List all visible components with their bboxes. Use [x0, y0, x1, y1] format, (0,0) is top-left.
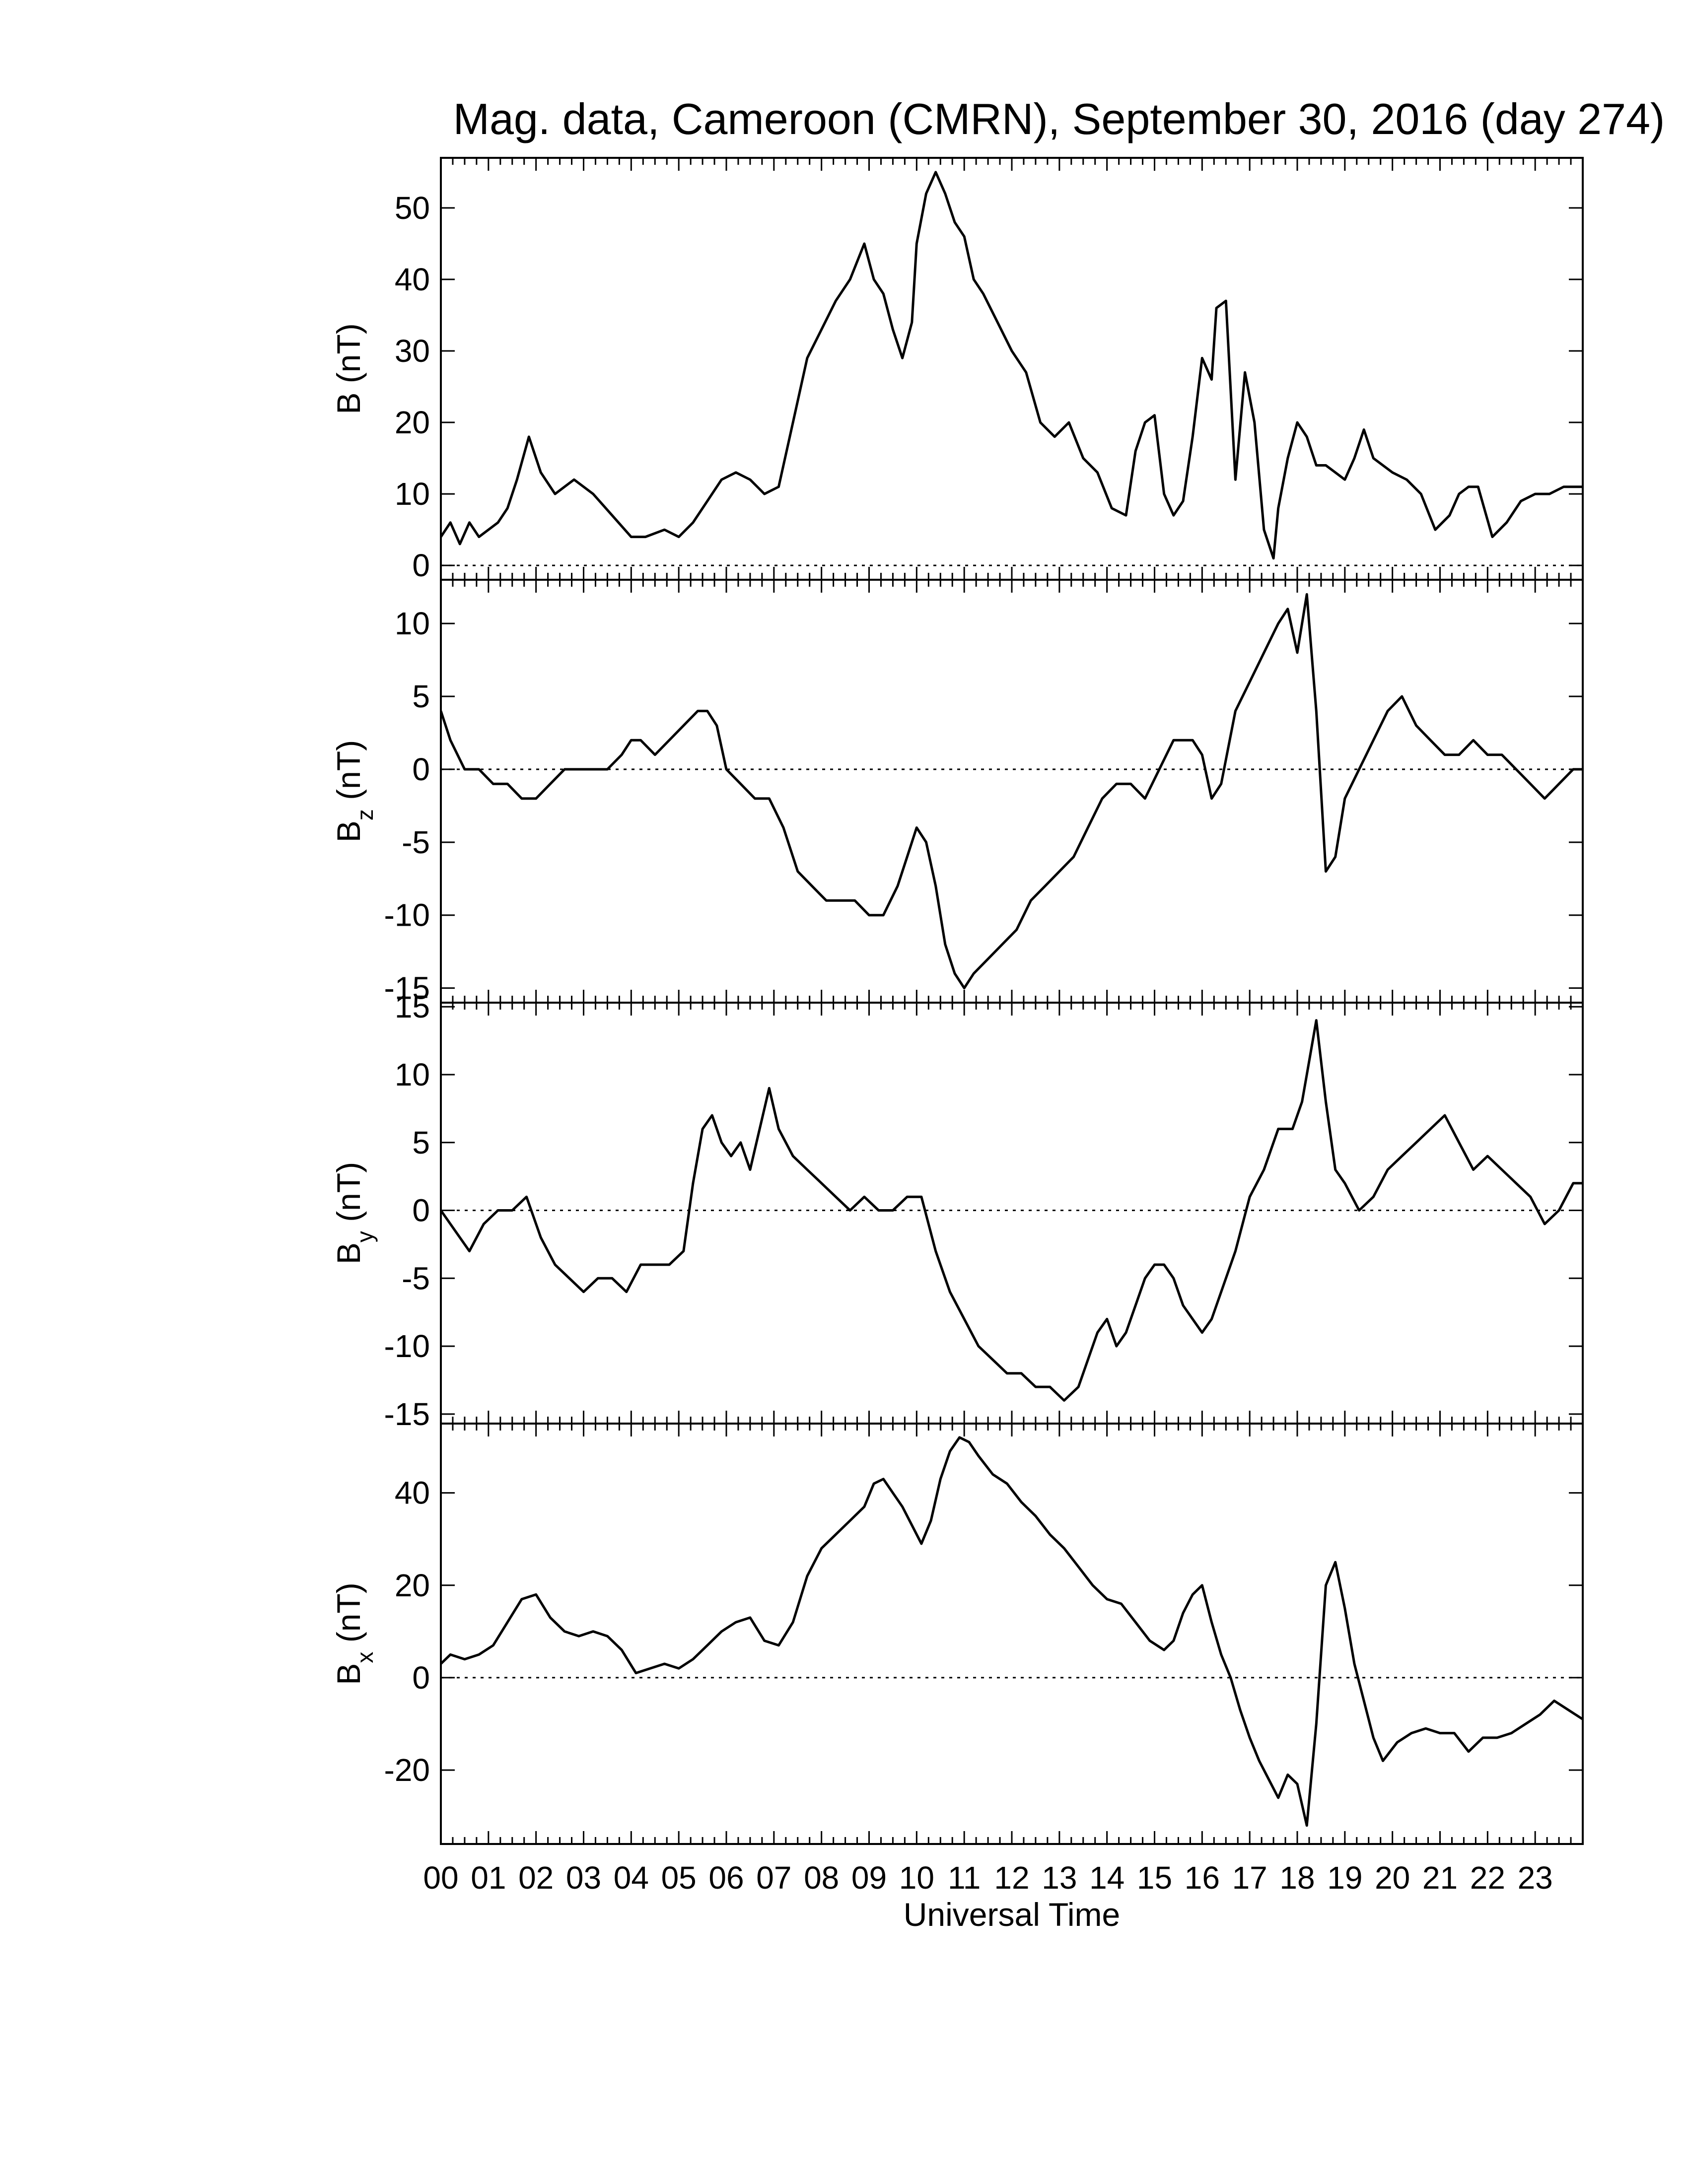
x-tick-label: 04: [614, 1860, 649, 1896]
x-tick-label: 19: [1327, 1860, 1362, 1896]
panel-frame-By: [440, 1002, 1584, 1425]
x-tick-label: 12: [994, 1860, 1029, 1896]
x-tick-label: 02: [518, 1860, 554, 1896]
y-axis-label-B: B (nT): [330, 323, 367, 414]
y-tick-label-Bx: -20: [384, 1752, 430, 1788]
x-tick-label: 22: [1470, 1860, 1505, 1896]
y-tick-label-By: 10: [395, 1057, 430, 1092]
x-tick-label: 05: [661, 1860, 697, 1896]
panel-By: -15 -10 -5 0 5 10 15 By (nT): [330, 989, 1584, 1432]
y-axis-label-Bz: Bz (nT): [330, 740, 378, 842]
y-tick-label-By: -15: [384, 1396, 430, 1432]
x-tick-label: 09: [851, 1860, 887, 1896]
y-tick-label-B: 40: [395, 262, 430, 297]
y-tick-label-By: 15: [395, 989, 430, 1024]
series-line-B: [441, 171, 1583, 560]
y-tick-label-B: 30: [395, 333, 430, 369]
x-tick-label: 11: [948, 1860, 981, 1896]
y-tick-label-B: 10: [395, 476, 430, 512]
x-tick-label: 03: [566, 1860, 601, 1896]
series-line-By: [441, 1019, 1583, 1402]
series-line-Bx: [441, 1436, 1583, 1827]
x-tick-label: 17: [1232, 1860, 1267, 1896]
y-tick-label-Bz: 5: [412, 679, 430, 714]
x-tick-label: 23: [1518, 1860, 1553, 1896]
y-tick-label-B: 50: [395, 190, 430, 226]
x-axis: 00 01 02 03 04 05 06 07 08 09 10 11 12 13 14 15 16 17 18 19…: [423, 1860, 1552, 1896]
chart-title: Mag. data, Cameroon (CMRN), September 30…: [453, 94, 1665, 143]
y-tick-label-Bz: -10: [384, 897, 430, 933]
x-tick-label: 20: [1375, 1860, 1410, 1896]
y-tick-label-Bz: 0: [412, 751, 430, 787]
y-tick-label-Bz: 10: [395, 606, 430, 641]
x-axis-label: Universal Time: [904, 1896, 1120, 1933]
y-tick-label-Bx: 20: [395, 1568, 430, 1603]
x-tick-label: 08: [804, 1860, 839, 1896]
y-axis-label-By: By (nT): [330, 1162, 378, 1264]
x-tick-label: 00: [423, 1860, 458, 1896]
panel-frame-Bz: [440, 579, 1584, 1004]
y-tick-label-Bx: 40: [395, 1475, 430, 1511]
x-tick-label: 07: [756, 1860, 791, 1896]
panel-frame-Bx: [440, 1423, 1584, 1845]
y-tick-label-Bz: -5: [402, 824, 430, 860]
y-tick-label-By: 5: [412, 1125, 430, 1160]
y-tick-label-By: 0: [412, 1193, 430, 1228]
y-tick-label-B: 20: [395, 405, 430, 440]
series-line-Bz: [441, 593, 1583, 990]
x-tick-label: 06: [708, 1860, 744, 1896]
x-tick-label: 13: [1042, 1860, 1077, 1896]
y-tick-label-By: -10: [384, 1328, 430, 1364]
x-tick-label: 18: [1279, 1860, 1315, 1896]
y-tick-label-Bz: -15: [384, 970, 430, 1006]
y-tick-label-B: 0: [412, 547, 430, 583]
y-tick-label-Bx: 0: [412, 1660, 430, 1696]
x-tick-label: 01: [471, 1860, 506, 1896]
panel-B: 0 10 20 30 40 50 B (nT): [330, 157, 1584, 583]
panel-Bz: -15 -10 -5 0 5 10 Bz (nT): [330, 579, 1584, 1006]
x-tick-label: 21: [1422, 1860, 1458, 1896]
x-tick-label: 14: [1089, 1860, 1125, 1896]
x-tick-label: 16: [1185, 1860, 1220, 1896]
x-tick-label: 10: [899, 1860, 934, 1896]
y-axis-label-Bx: Bx (nT): [330, 1582, 378, 1685]
y-tick-label-By: -5: [402, 1260, 430, 1296]
panel-Bx: -20 0 20 40 Bx (nT): [330, 1423, 1584, 1845]
x-tick-label: 15: [1137, 1860, 1172, 1896]
